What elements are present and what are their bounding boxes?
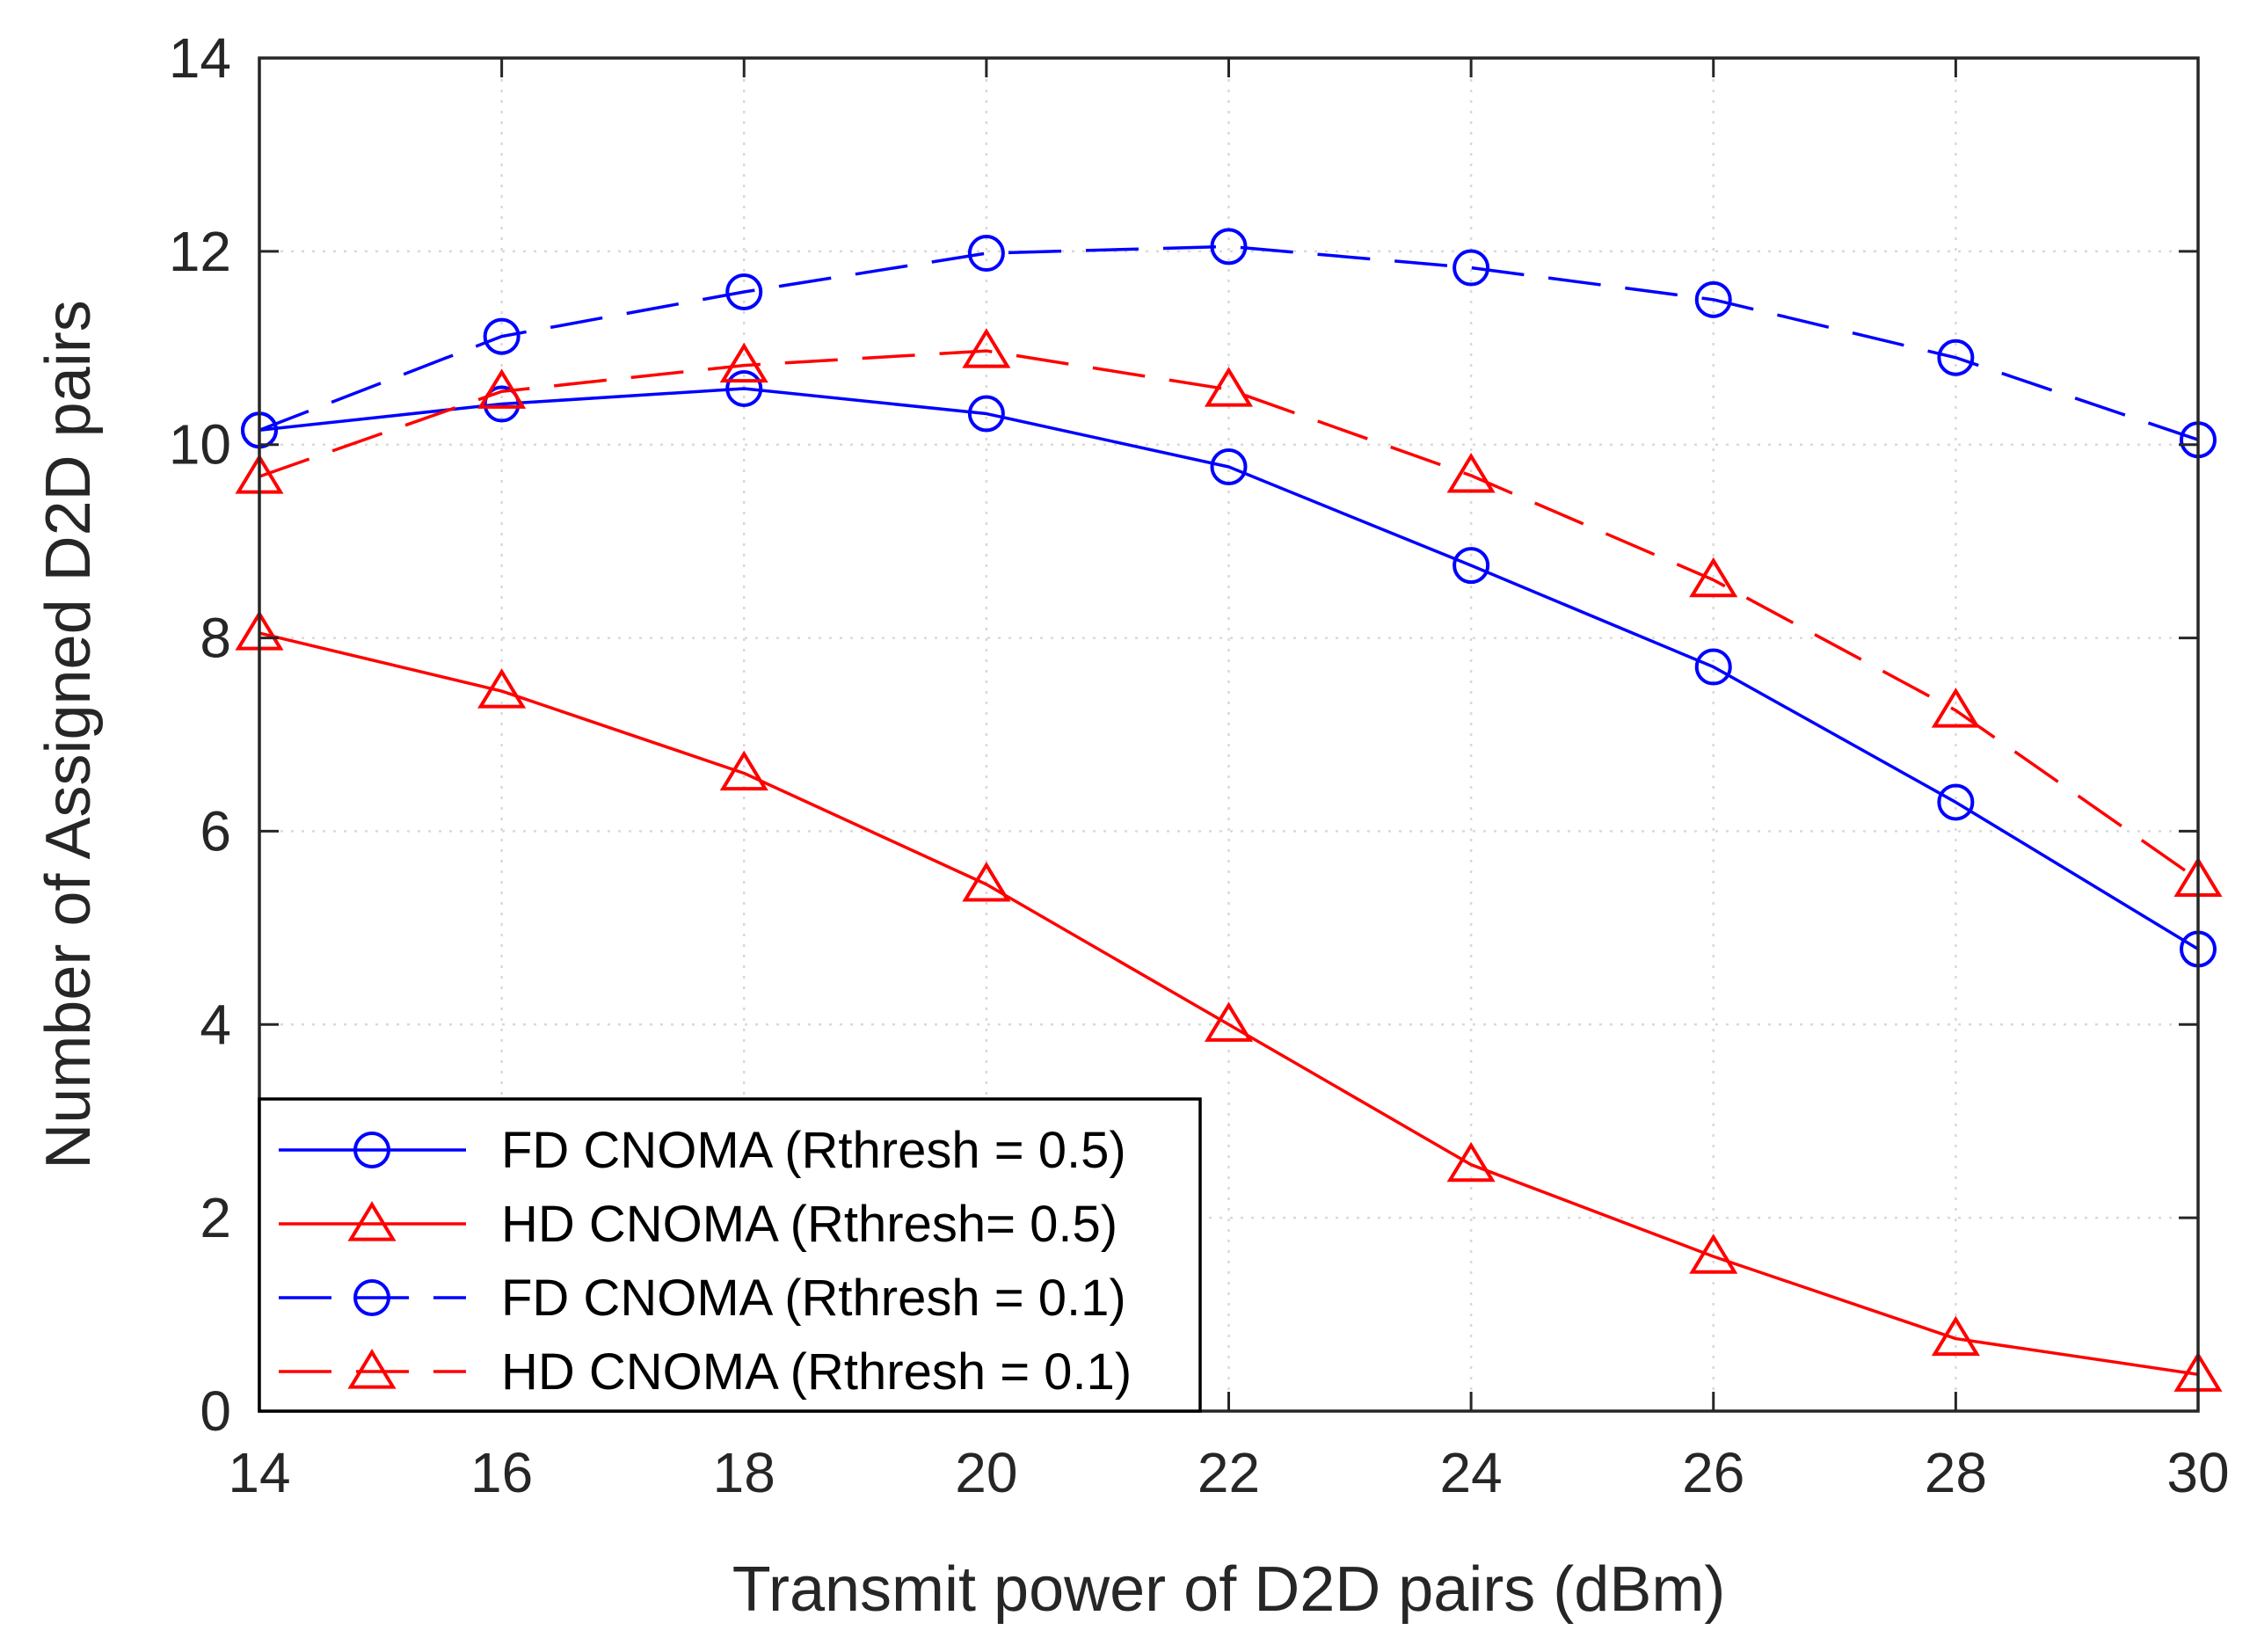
- x-tick-label: 24: [1440, 1441, 1503, 1504]
- triangle-marker: [1689, 1234, 1738, 1274]
- series-line: [258, 349, 2200, 881]
- triangle-marker: [1931, 688, 1980, 728]
- circle-marker: [1210, 448, 1248, 485]
- x-tick-label: 16: [470, 1441, 533, 1504]
- x-tick-label: 22: [1198, 1441, 1260, 1504]
- y-tick-label: 14: [169, 26, 231, 90]
- x-tick-label: 14: [228, 1441, 290, 1504]
- y-tick-label: 6: [200, 799, 231, 862]
- triangle-marker: [1446, 453, 1496, 493]
- circle-marker: [1694, 280, 1732, 318]
- circle-marker: [967, 395, 1005, 433]
- triangle-marker: [719, 750, 768, 791]
- circle-marker: [725, 273, 763, 311]
- legend-item: FD CNOMA (Rthresh = 0.5): [279, 1122, 1126, 1179]
- triangle-marker: [1204, 1001, 1254, 1042]
- y-tick-label: 4: [200, 993, 231, 1056]
- circle-marker: [483, 317, 521, 355]
- triangle-marker: [1931, 1315, 1980, 1357]
- legend-label: FD CNOMA (Rthresh = 0.1): [501, 1270, 1126, 1327]
- triangle-marker: [347, 1349, 397, 1389]
- triangle-marker: [962, 862, 1011, 902]
- y-tick-label: 12: [169, 220, 231, 283]
- x-tick-labels: 14 16 18 20 22 24 26 28 30: [228, 1441, 2229, 1504]
- series-line: [258, 631, 2199, 1376]
- y-tick-label: 8: [200, 607, 231, 670]
- x-tick-label: 26: [1682, 1441, 1744, 1504]
- legend-label: HD CNOMA (Rthresh= 0.5): [501, 1196, 1118, 1253]
- y-tick-label: 2: [200, 1186, 231, 1249]
- circle-marker: [1210, 228, 1248, 266]
- x-tick-label: 20: [955, 1441, 1017, 1504]
- y-tick-label: 0: [200, 1379, 231, 1443]
- triangle-marker: [477, 368, 527, 409]
- circle-marker: [1694, 648, 1732, 686]
- circle-marker: [353, 1132, 390, 1168]
- triangle-marker: [1204, 367, 1254, 407]
- x-axis-label: Transmit power of D2D pairs (dBm): [732, 1554, 1726, 1625]
- circle-marker: [725, 369, 763, 407]
- series-line: [258, 387, 2199, 951]
- grid-lines: [259, 58, 2198, 1411]
- triangle-marker: [962, 328, 1011, 368]
- triangle-marker: [477, 668, 527, 709]
- circle-marker: [967, 235, 1005, 273]
- legend-item: HD CNOMA (Rthresh = 0.1): [279, 1343, 1132, 1401]
- series-line: [258, 244, 2199, 441]
- triangle-marker: [719, 342, 768, 383]
- series-2: [235, 610, 2223, 1392]
- circle-marker: [353, 1279, 390, 1316]
- triangle-marker: [1689, 557, 1738, 598]
- legend: FD CNOMA (Rthresh = 0.5) HD CNOMA (Rthres…: [258, 1097, 1202, 1413]
- legend-item: FD CNOMA (Rthresh = 0.1): [279, 1270, 1126, 1327]
- triangle-marker: [1446, 1141, 1496, 1183]
- triangle-marker: [347, 1201, 397, 1241]
- x-tick-label: 28: [1925, 1441, 1987, 1504]
- circle-marker: [1937, 783, 1975, 821]
- y-tick-labels: 0 2 4 6 8 10 12 14: [169, 26, 231, 1443]
- legend-label: HD CNOMA (Rthresh = 0.1): [501, 1343, 1132, 1401]
- legend-item: HD CNOMA (Rthresh= 0.5): [279, 1196, 1118, 1253]
- circle-marker: [1937, 338, 1975, 376]
- circle-marker: [1452, 249, 1490, 287]
- y-tick-label: 10: [169, 413, 231, 477]
- x-tick-label: 30: [2166, 1441, 2229, 1504]
- y-axis-label: Number of Assigned D2D pairs: [33, 300, 104, 1168]
- circle-marker: [1452, 547, 1490, 585]
- legend-label: FD CNOMA (Rthresh = 0.5): [501, 1122, 1126, 1179]
- x-tick-label: 18: [713, 1441, 775, 1504]
- circle-marker: [483, 385, 521, 423]
